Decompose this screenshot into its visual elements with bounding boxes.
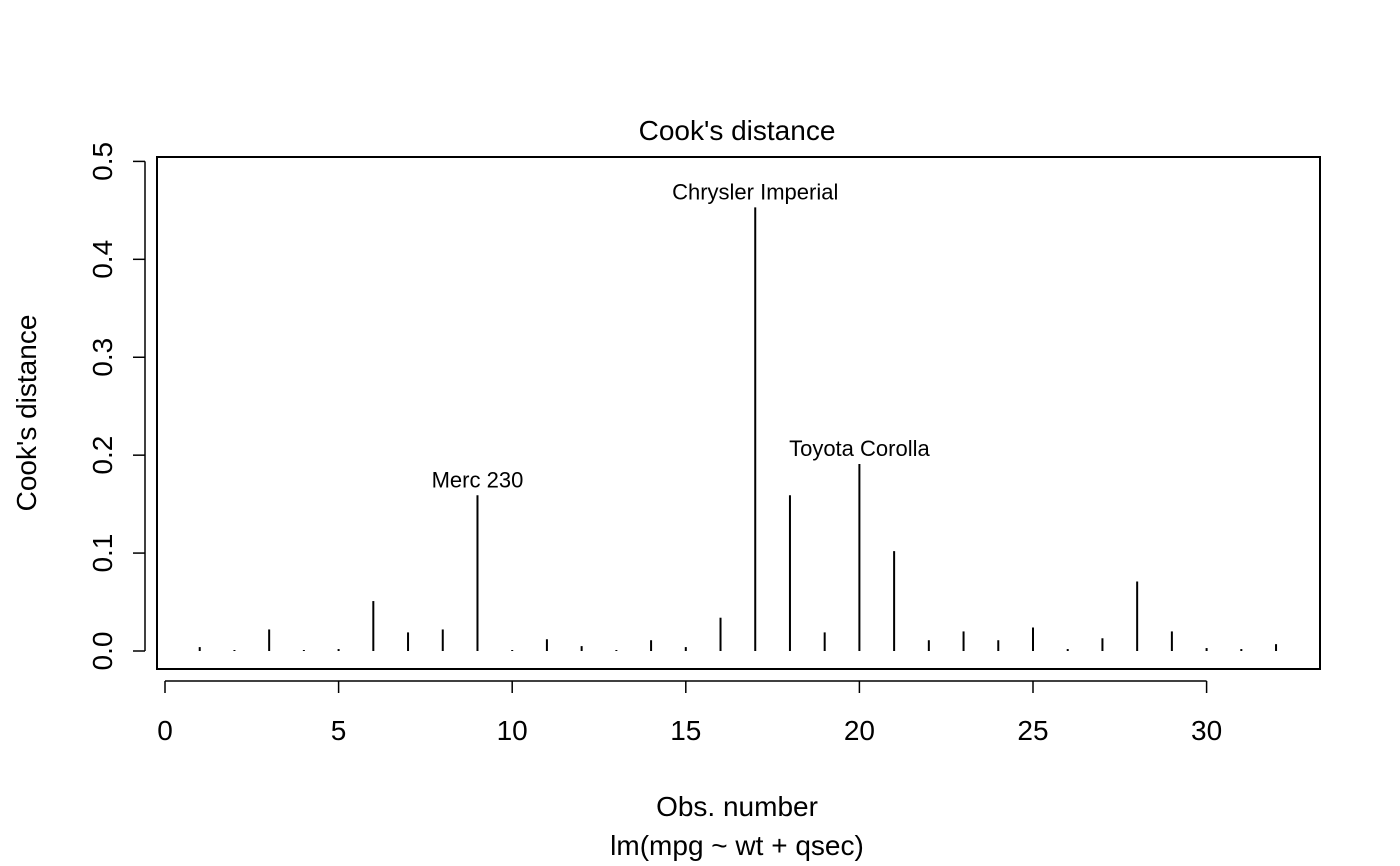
outlier-label: Toyota Corolla — [789, 436, 930, 461]
x-tick-label: 5 — [331, 715, 347, 746]
y-tick-label: 0.2 — [87, 436, 118, 475]
x-tick-label: 10 — [497, 715, 528, 746]
outlier-label: Merc 230 — [432, 467, 524, 492]
chart-title: Cook's distance — [639, 115, 836, 146]
outlier-label: Chrysler Imperial — [672, 179, 838, 204]
x-tick-label: 20 — [844, 715, 875, 746]
outlier-annotations: Merc 230 Chrysler Imperial Toyota Corolla — [432, 179, 931, 492]
y-tick-label: 0.0 — [87, 632, 118, 671]
x-tick-label: 30 — [1191, 715, 1222, 746]
x-tick-label: 15 — [670, 715, 701, 746]
x-tick-label: 0 — [157, 715, 173, 746]
x-axis: 0 5 10 15 20 25 30 — [157, 680, 1222, 746]
y-tick-label: 0.4 — [87, 240, 118, 279]
model-formula-subtitle: lm(mpg ~ wt + qsec) — [610, 830, 864, 861]
y-axis-title: Cook's distance — [11, 315, 42, 512]
x-tick-label: 25 — [1017, 715, 1048, 746]
plot-frame — [156, 156, 1321, 670]
y-tick-label: 0.5 — [87, 142, 118, 181]
data-spikes — [198, 207, 1278, 651]
y-tick-label: 0.3 — [87, 338, 118, 377]
x-axis-title: Obs. number — [656, 791, 818, 822]
y-tick-label: 0.1 — [87, 534, 118, 573]
y-axis: 0.0 0.1 0.2 0.3 0.4 0.5 — [87, 142, 146, 671]
